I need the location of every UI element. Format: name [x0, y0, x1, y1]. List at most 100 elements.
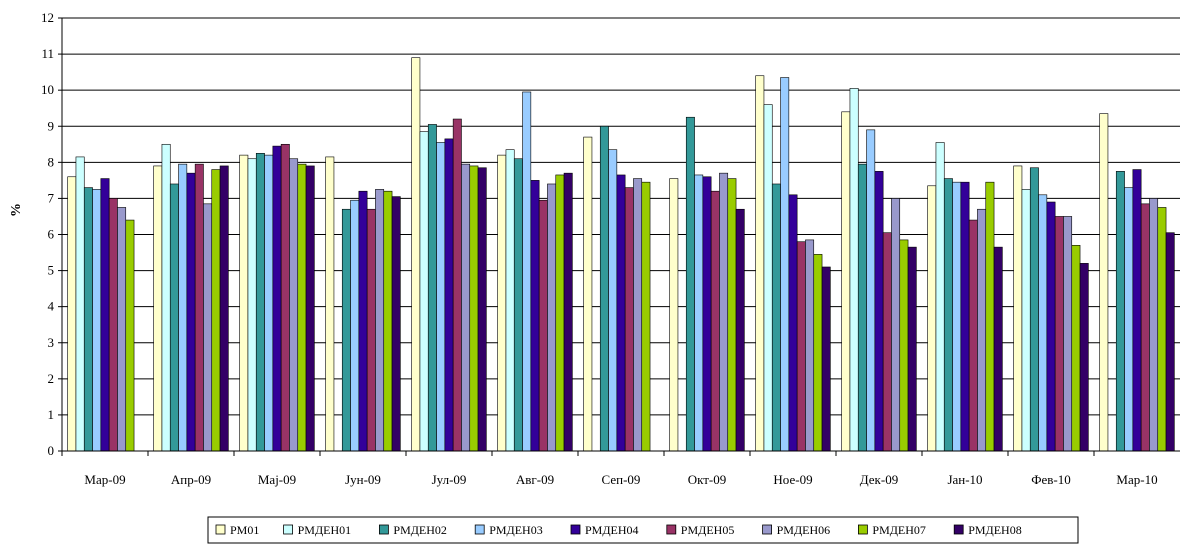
- x-tick-label: Јул-09: [432, 472, 467, 487]
- bar: [669, 178, 679, 452]
- bar: [100, 178, 110, 452]
- x-tick-label: Јан-10: [947, 472, 982, 487]
- y-tick-label: 12: [41, 10, 54, 25]
- bar: [927, 185, 937, 452]
- bar: [305, 165, 315, 452]
- bar: [616, 174, 626, 452]
- bar: [1071, 245, 1081, 452]
- bar: [763, 104, 773, 452]
- bar: [788, 194, 798, 452]
- bar: [993, 246, 1003, 452]
- bar: [427, 124, 437, 452]
- bar: [599, 125, 609, 452]
- y-tick-label: 1: [48, 407, 55, 422]
- bar: [108, 198, 118, 452]
- legend-box: [207, 516, 1079, 544]
- y-tick-label: 9: [48, 118, 55, 133]
- bar: [735, 208, 745, 452]
- bar: [555, 174, 565, 452]
- bar: [297, 163, 307, 452]
- bar: [522, 91, 532, 452]
- legend-label: РМ01: [230, 523, 259, 537]
- bar: [1132, 169, 1142, 452]
- y-tick-label: 2: [48, 371, 55, 386]
- bar: [477, 167, 487, 452]
- bar: [547, 183, 557, 452]
- bar: [907, 246, 917, 452]
- bar: [563, 172, 573, 452]
- bar: [755, 75, 765, 452]
- bar: [358, 190, 368, 452]
- bar: [866, 129, 876, 452]
- legend-swatch: [283, 524, 294, 535]
- bar: [255, 153, 265, 452]
- x-tick-label: Апр-09: [171, 472, 211, 487]
- y-tick-label: 11: [41, 46, 54, 61]
- bar: [92, 189, 102, 452]
- bar: [203, 203, 213, 452]
- bar: [272, 145, 282, 452]
- bar: [325, 156, 335, 452]
- legend: РМ01 РМДЕН01 РМДЕН02 РМДЕН03 РМДЕН04 РМДЕН05 Р…: [207, 516, 1079, 544]
- bar: [1157, 207, 1167, 452]
- x-tick-labels: Мар-09 Апр-09 Мај-09 Јун-09 Јул-09 Авг-09 Сеп-…: [61, 451, 1158, 487]
- bar: [383, 190, 393, 452]
- bar: [1140, 203, 1150, 452]
- y-axis-title: %: [9, 203, 24, 217]
- bar: [821, 266, 831, 452]
- bar: [1063, 216, 1073, 452]
- bar: [375, 189, 385, 452]
- bar: [211, 169, 221, 452]
- bar: [194, 163, 204, 452]
- bar: [805, 239, 815, 452]
- legend-swatch: [666, 524, 677, 535]
- x-tick-label: Мај-09: [258, 472, 296, 487]
- bar: [461, 163, 471, 452]
- bar: [641, 181, 651, 452]
- bar: [608, 149, 618, 452]
- bar: [411, 57, 421, 452]
- bar: [444, 138, 454, 452]
- bar: [280, 143, 290, 452]
- bar: [1149, 198, 1159, 452]
- bar: [985, 181, 995, 452]
- bar: [161, 143, 171, 452]
- bar: [960, 181, 970, 452]
- y-tick-label: 4: [48, 299, 55, 314]
- bar: [469, 165, 479, 452]
- bar: [727, 178, 737, 452]
- bar: [125, 219, 135, 452]
- bar: [67, 176, 77, 452]
- bar: [1013, 165, 1023, 452]
- y-tick-label: 10: [41, 82, 54, 97]
- bar: [710, 190, 720, 452]
- bar: [153, 165, 163, 452]
- bar: [935, 142, 945, 452]
- bar: [350, 199, 360, 452]
- bar: [841, 111, 851, 452]
- bar: [1124, 187, 1134, 452]
- legend-label: РМДЕН08: [968, 523, 1022, 537]
- bar: [813, 254, 823, 452]
- bar: [943, 178, 953, 452]
- y-tick-label: 7: [48, 190, 55, 205]
- bar: [857, 163, 867, 452]
- bar: [436, 142, 446, 452]
- bar: [391, 196, 401, 452]
- bar: [1054, 216, 1064, 452]
- y-tick-label: 0: [48, 443, 55, 458]
- legend-label: РМДЕН04: [585, 523, 639, 537]
- bar: [694, 174, 704, 452]
- bar: [366, 208, 376, 452]
- x-tick-label: Окт-09: [688, 472, 727, 487]
- bar: [633, 178, 643, 452]
- bar: [497, 154, 507, 452]
- y-tick-label: 5: [48, 263, 55, 278]
- bar: [513, 158, 523, 452]
- legend-swatch: [378, 524, 389, 535]
- bar: [178, 163, 188, 452]
- x-tick-label: Дек-09: [860, 472, 898, 487]
- bar: [968, 219, 978, 452]
- bar: [952, 181, 962, 452]
